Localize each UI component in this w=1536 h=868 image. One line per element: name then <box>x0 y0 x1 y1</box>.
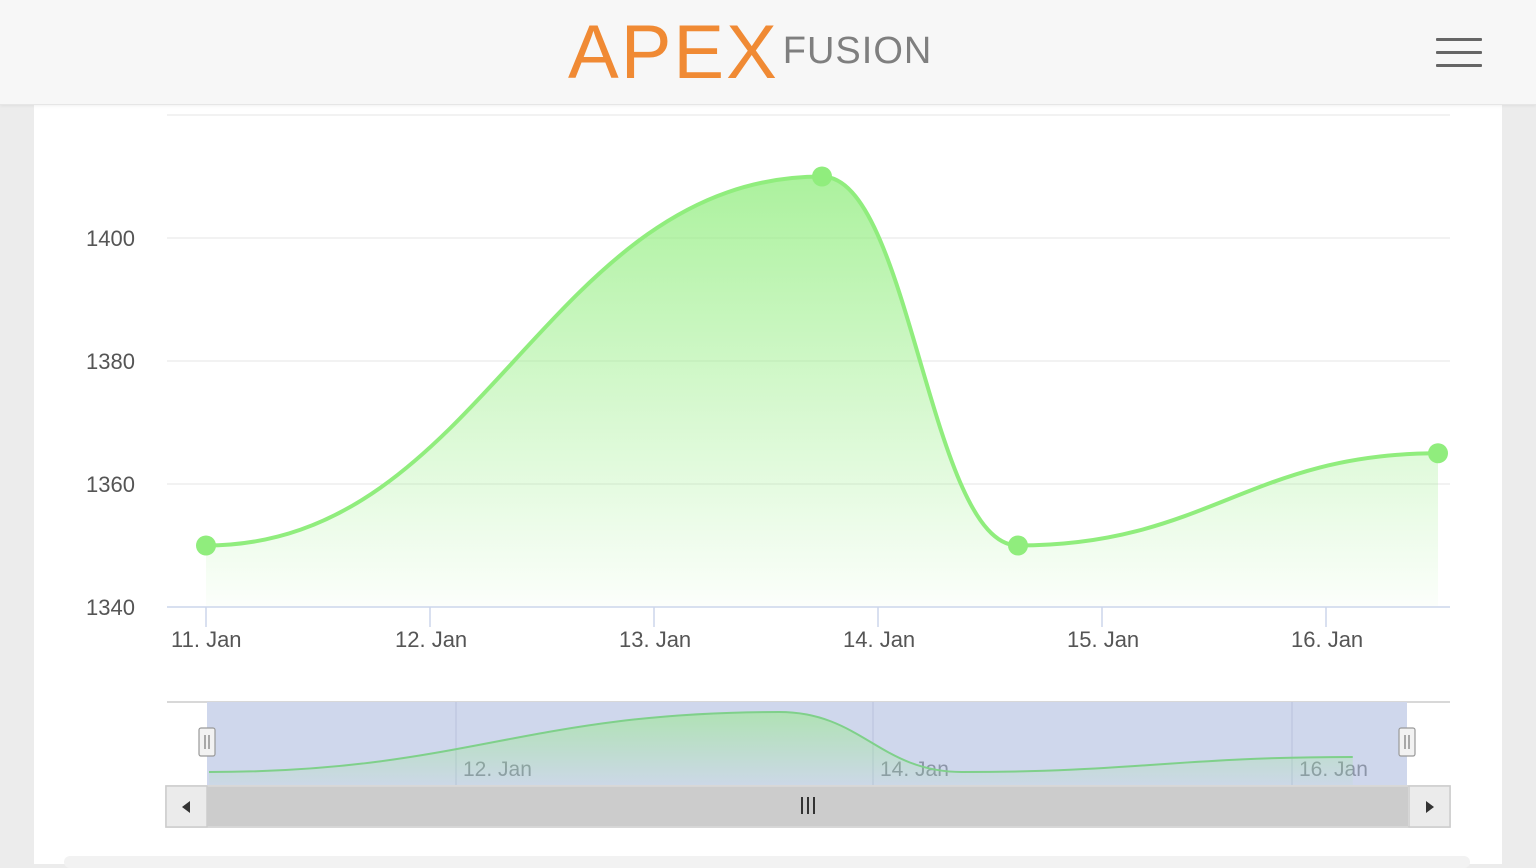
y-tick-label: 1360 <box>86 472 135 497</box>
x-tick-label: 15. Jan <box>1067 627 1139 652</box>
y-tick-label: 1380 <box>86 349 135 374</box>
data-point <box>812 166 832 187</box>
navigator-handle[interactable] <box>198 727 216 757</box>
menu-bar <box>1436 51 1482 54</box>
x-tick-label: 11. Jan <box>171 627 242 652</box>
logo-main-text: APEX <box>568 10 779 95</box>
x-tick-label: 12. Jan <box>395 627 467 652</box>
arrow-left-icon <box>182 801 190 813</box>
data-point <box>1008 535 1028 556</box>
navigator-handle[interactable] <box>1398 727 1416 757</box>
apex-fusion-logo[interactable]: APEX FUSION <box>568 10 933 95</box>
navigator-fill <box>209 712 1353 785</box>
x-tick-label: 16. Jan <box>1291 627 1363 652</box>
series-fill <box>206 176 1438 607</box>
menu-bar <box>1436 64 1482 67</box>
x-tick-label: 13. Jan <box>619 627 691 652</box>
data-point <box>196 535 216 556</box>
arrow-right-icon <box>1426 801 1434 813</box>
data-point <box>1428 443 1448 464</box>
app-header: APEX FUSION <box>0 0 1536 105</box>
y-tick-label: 1340 <box>86 595 135 620</box>
series-line <box>205 174 1439 548</box>
y-axis: 1340 1360 1380 1400 <box>86 226 135 620</box>
scrollbar[interactable] <box>165 785 1451 828</box>
x-axis: 11. Jan 12. Jan 13. Jan 14. Jan 15. Jan 16. J… <box>167 606 1450 652</box>
hamburger-menu-icon[interactable] <box>1432 34 1482 70</box>
logo-sub-text: FUSION <box>782 30 933 72</box>
navigator-line <box>208 710 1353 774</box>
series-points <box>196 166 1448 556</box>
menu-bar <box>1436 38 1482 41</box>
x-tick-label: 14. Jan <box>843 627 915 652</box>
series-area <box>205 174 1439 607</box>
y-tick-label: 1400 <box>86 226 135 251</box>
